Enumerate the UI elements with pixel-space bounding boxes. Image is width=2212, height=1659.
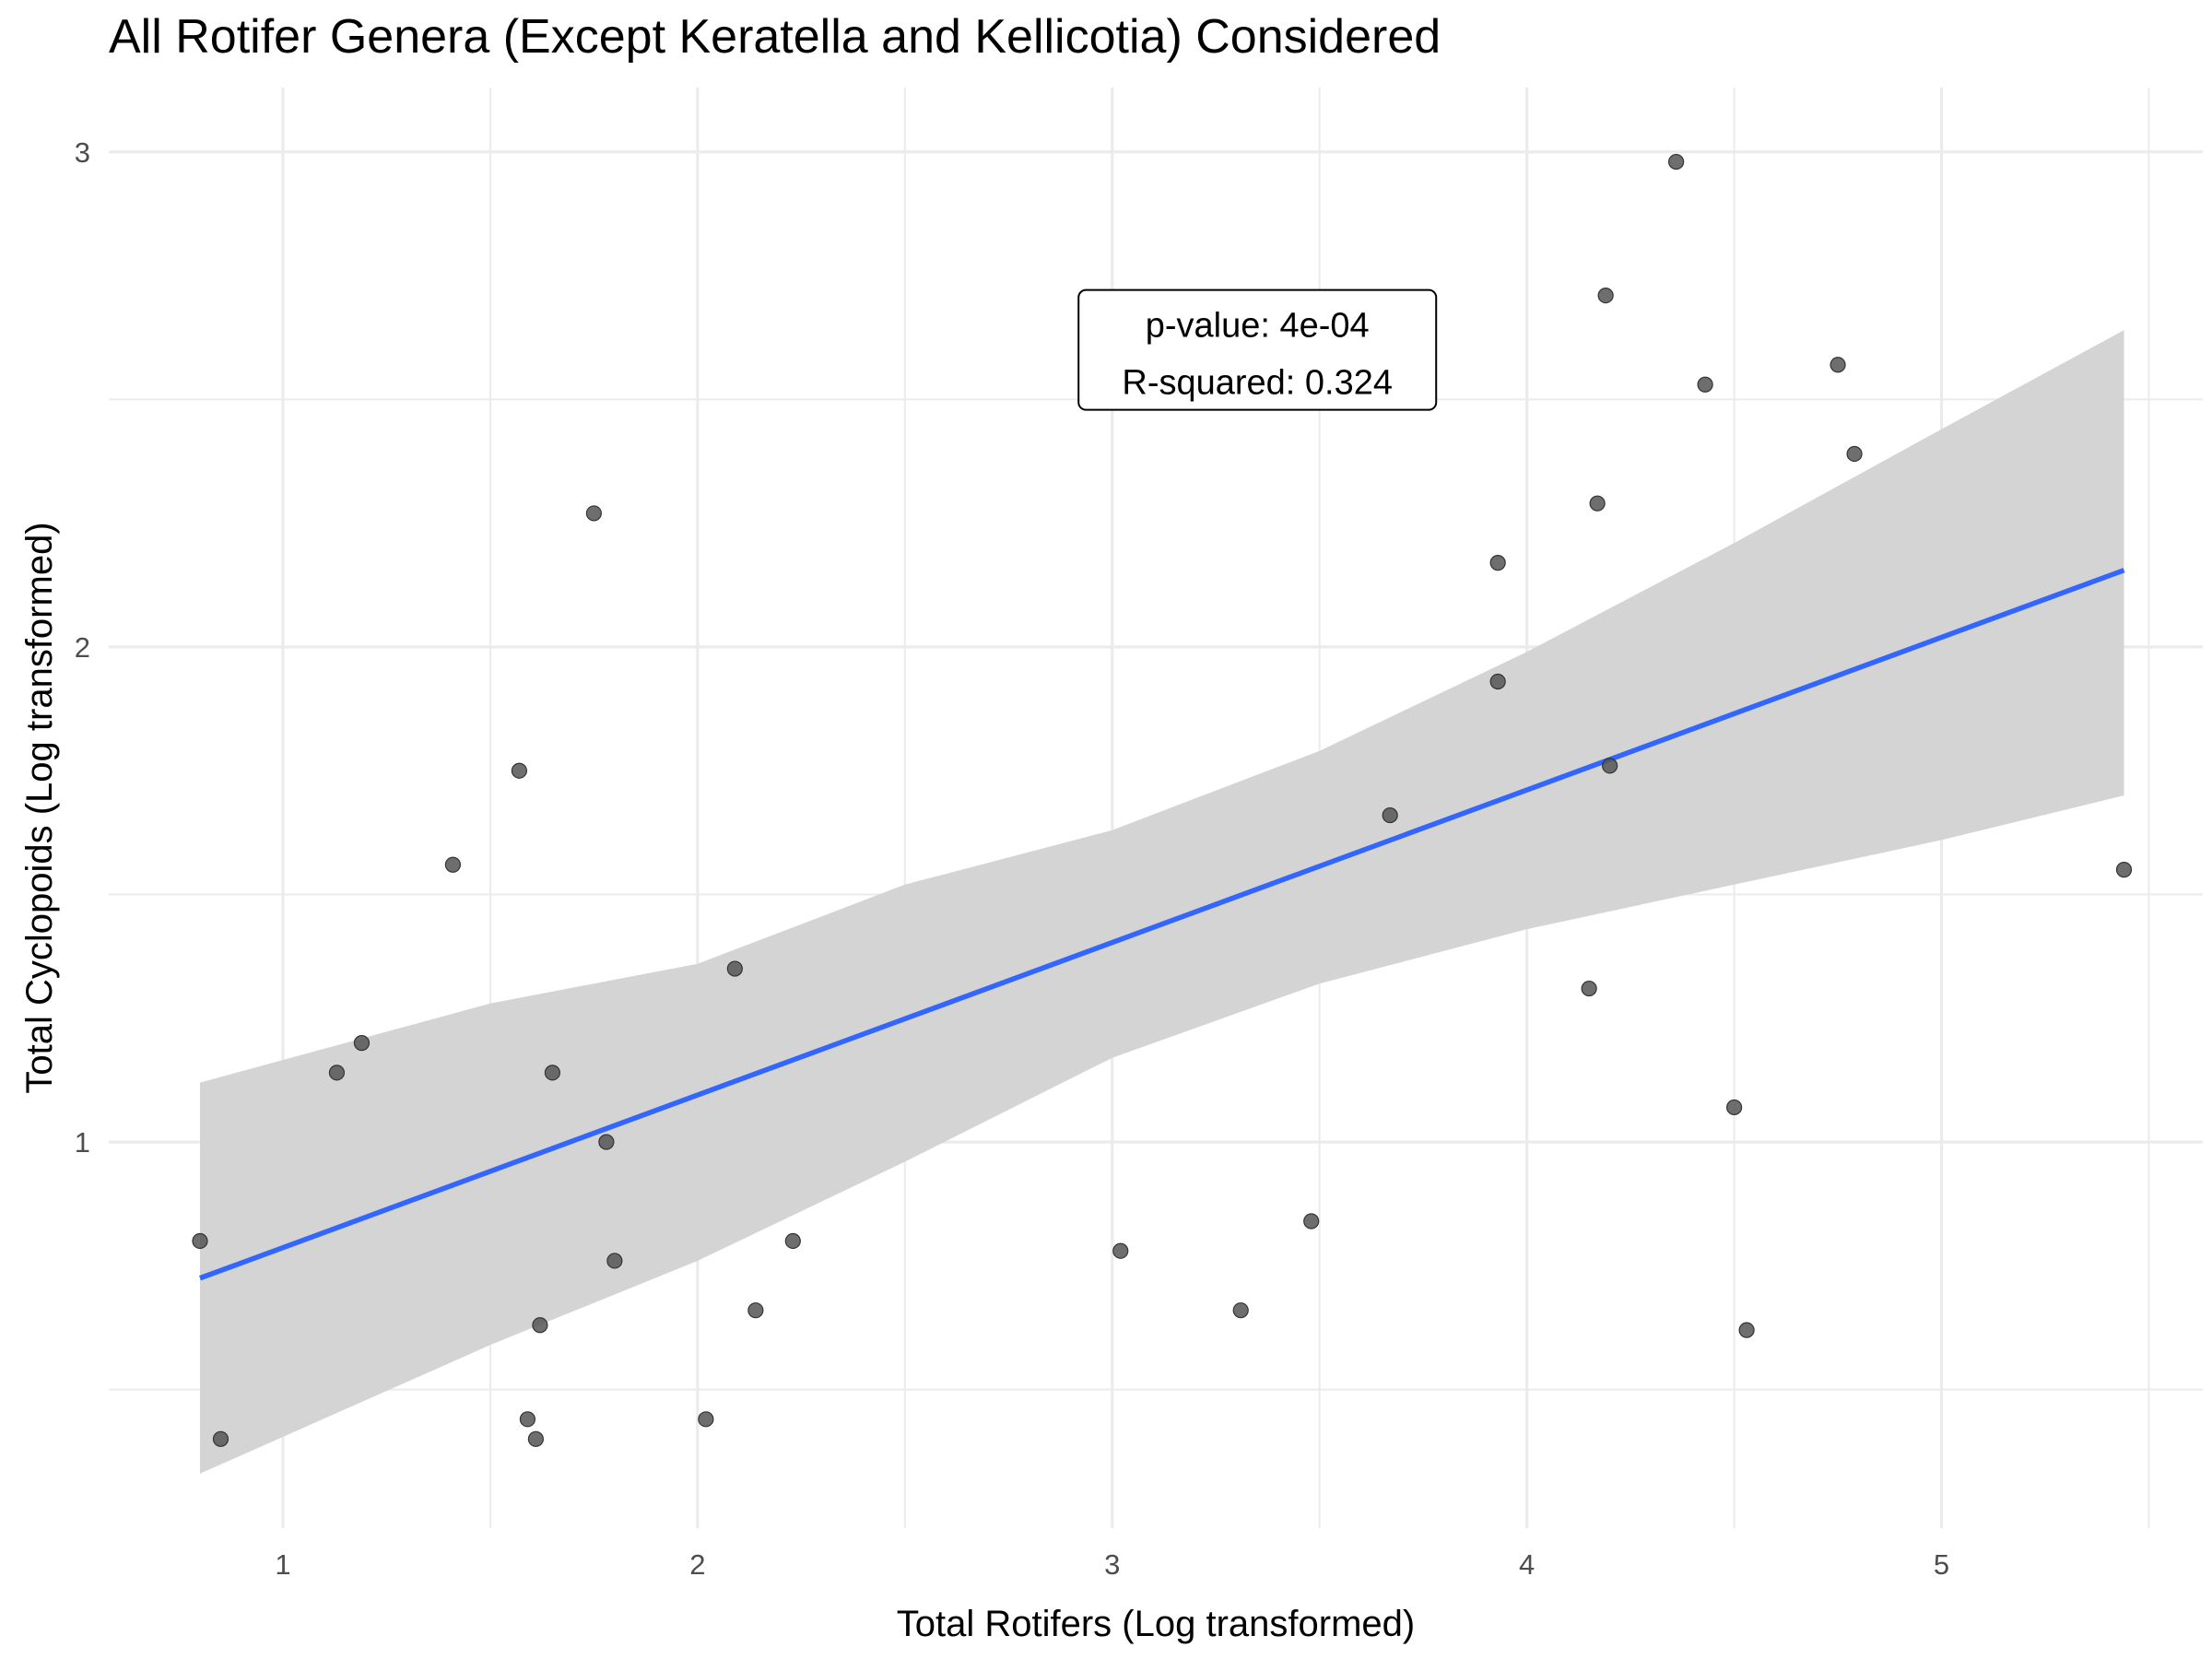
data-point <box>726 960 743 977</box>
data-point <box>1697 376 1713 393</box>
data-point <box>1382 806 1398 824</box>
data-point <box>328 1065 346 1081</box>
y-axis-title: Total Cyclopoids (Log transformed) <box>19 522 60 1093</box>
data-point <box>519 1411 536 1428</box>
data-point <box>1112 1242 1129 1259</box>
data-point <box>444 856 462 873</box>
data-point <box>1597 287 1614 304</box>
data-point <box>698 1411 714 1428</box>
regression-line <box>199 568 2125 1281</box>
x-tick-label: 1 <box>275 1548 290 1581</box>
data-point <box>1830 357 1846 373</box>
data-point <box>1303 1213 1320 1230</box>
data-point <box>353 1035 371 1052</box>
data-point <box>1232 1302 1249 1319</box>
data-point <box>747 1302 764 1319</box>
data-point <box>606 1253 623 1269</box>
data-point <box>1602 758 1618 774</box>
data-point <box>1581 980 1597 997</box>
data-point <box>598 1134 615 1150</box>
data-point <box>784 1232 801 1250</box>
y-axis-tick-labels: 1 2 3 <box>75 136 90 1159</box>
x-tick-label: 5 <box>1934 1548 1949 1581</box>
confidence-ribbon <box>200 330 2124 1474</box>
x-axis-tick-labels: 1 2 3 4 5 <box>275 1548 1949 1581</box>
data-point <box>1589 495 1606 512</box>
data-point <box>1738 1322 1755 1338</box>
y-tick-label: 1 <box>75 1126 90 1159</box>
data-point <box>1489 673 1506 690</box>
data-point <box>212 1430 229 1447</box>
chart-title: All Rotifer Genera (Except Keratella and… <box>109 10 1441 64</box>
annotation-r-squared: R-squared: 0.324 <box>1122 364 1393 403</box>
stats-annotation: p-value: 4e-04 R-squared: 0.324 <box>1077 288 1438 411</box>
data-point <box>532 1317 548 1334</box>
data-point <box>585 505 602 522</box>
data-point <box>1726 1099 1743 1116</box>
data-point <box>1489 555 1506 571</box>
x-tick-label: 4 <box>1519 1548 1535 1581</box>
annotation-box <box>1077 288 1438 411</box>
x-tick-label: 3 <box>1104 1548 1120 1581</box>
data-point <box>511 762 528 779</box>
data-points <box>192 153 2133 1447</box>
x-axis-title: Total Rotifers (Log transformed) <box>897 1604 1415 1644</box>
data-point <box>544 1065 560 1081</box>
data-point <box>527 1430 544 1447</box>
y-tick-label: 3 <box>75 136 90 169</box>
annotation-p-value: p-value: 4e-04 <box>1146 307 1370 346</box>
data-point <box>192 1232 208 1250</box>
data-point <box>2115 862 2133 878</box>
data-point <box>1668 153 1685 171</box>
x-tick-label: 2 <box>689 1548 705 1581</box>
y-tick-label: 2 <box>75 631 90 664</box>
data-point <box>1846 445 1863 463</box>
